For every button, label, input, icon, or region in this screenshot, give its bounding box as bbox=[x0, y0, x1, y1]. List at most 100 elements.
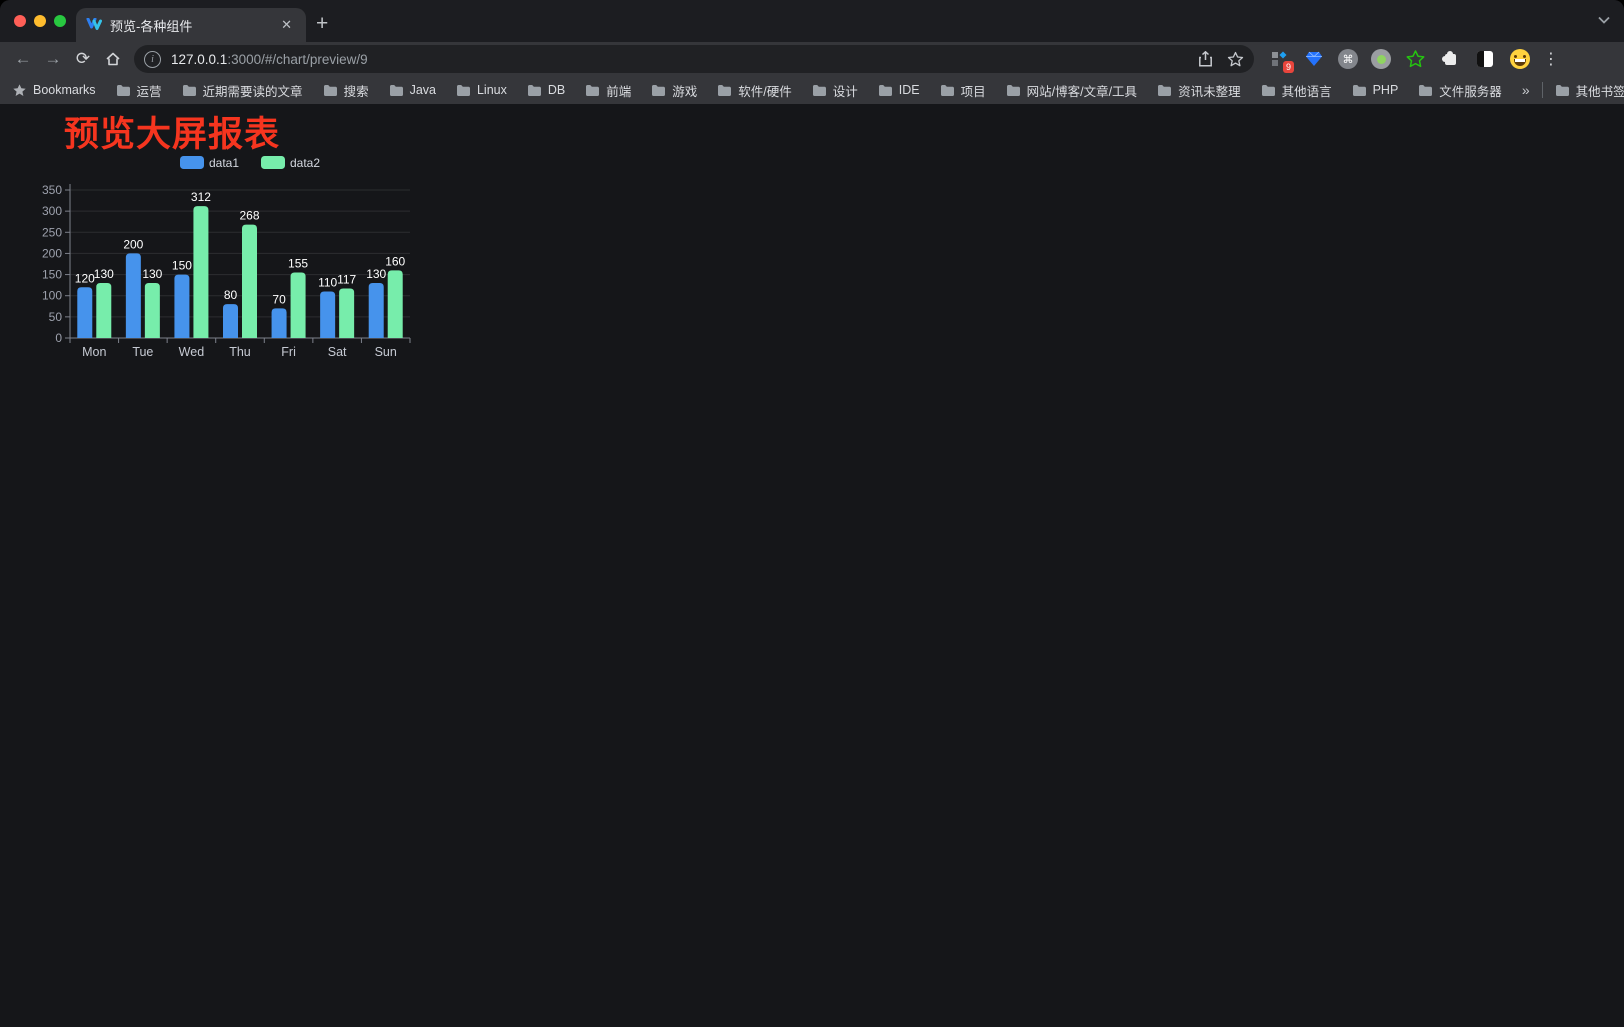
folder-icon bbox=[527, 84, 541, 96]
extension-darkmode-icon[interactable] bbox=[1474, 48, 1496, 70]
bookmark-folder-list: 运营 近期需要读的文章 搜索 Java Linux DB 前端 游戏 软件/硬件 设计 IDE 项目 网… bbox=[116, 81, 1502, 100]
svg-text:100: 100 bbox=[42, 289, 62, 303]
folder-icon bbox=[323, 84, 337, 96]
svg-text:312: 312 bbox=[191, 190, 211, 204]
bookmark-folder[interactable]: 其他语言 bbox=[1261, 81, 1332, 100]
extension-star-icon[interactable] bbox=[1404, 48, 1426, 70]
tab-search-chevron-icon[interactable] bbox=[1598, 16, 1610, 24]
svg-text:Wed: Wed bbox=[179, 345, 205, 359]
svg-text:130: 130 bbox=[142, 267, 162, 281]
bookmark-folder-label: 运营 bbox=[136, 84, 162, 99]
folder-icon bbox=[182, 84, 196, 96]
folder-icon bbox=[1006, 84, 1020, 96]
bookmark-folder[interactable]: Linux bbox=[456, 81, 507, 100]
svg-text:Sat: Sat bbox=[328, 345, 347, 359]
svg-text:Fri: Fri bbox=[281, 345, 296, 359]
bookmark-folder[interactable]: 搜索 bbox=[323, 81, 369, 100]
svg-text:Tue: Tue bbox=[132, 345, 153, 359]
extension-emoji-icon[interactable] bbox=[1509, 48, 1531, 70]
tab-title: 预览-各种组件 bbox=[110, 18, 193, 34]
bookmarks-root[interactable]: Bookmarks bbox=[12, 83, 96, 98]
legend-item-data2[interactable]: data2 bbox=[261, 156, 320, 170]
traffic-light-maximize[interactable] bbox=[54, 15, 66, 27]
bookmark-folder-label: IDE bbox=[898, 83, 920, 97]
svg-text:155: 155 bbox=[288, 256, 308, 270]
menu-icon[interactable]: ⋮ bbox=[1543, 51, 1559, 68]
other-bookmarks[interactable]: 其他书签 bbox=[1555, 81, 1624, 100]
bookmark-folder[interactable]: Java bbox=[389, 81, 436, 100]
browser-toolbar: ← → ⟳ i 127.0.0.1:3000/#/chart/preview/9… bbox=[0, 42, 1624, 76]
bookmark-folder[interactable]: IDE bbox=[878, 81, 920, 100]
bookmarks-label: Bookmarks bbox=[33, 83, 96, 97]
bookmark-folder[interactable]: 设计 bbox=[812, 81, 858, 100]
bookmark-folder-label: 软件/硬件 bbox=[738, 84, 792, 99]
bookmark-folder[interactable]: 前端 bbox=[585, 81, 631, 100]
extension-grid-icon[interactable]: 9 bbox=[1268, 48, 1294, 73]
bookmark-folder-label: 设计 bbox=[832, 84, 858, 99]
folder-icon bbox=[878, 84, 892, 96]
browser-tab[interactable]: 预览-各种组件 ✕ bbox=[76, 8, 306, 42]
traffic-light-minimize[interactable] bbox=[34, 15, 46, 27]
home-icon[interactable] bbox=[98, 51, 128, 67]
tab-strip: 预览-各种组件 ✕ + bbox=[0, 0, 1624, 42]
extensions-puzzle-icon[interactable] bbox=[1439, 48, 1461, 70]
bookmark-folder[interactable]: 运营 bbox=[116, 81, 162, 100]
bookmark-star-icon[interactable] bbox=[1227, 51, 1244, 68]
extension-gem-icon[interactable] bbox=[1303, 48, 1325, 70]
url-text[interactable]: 127.0.0.1:3000/#/chart/preview/9 bbox=[171, 51, 368, 67]
svg-text:data1: data1 bbox=[209, 156, 239, 170]
traffic-light-close[interactable] bbox=[14, 15, 26, 27]
page-title: 预览大屏报表 bbox=[64, 115, 281, 154]
svg-text:200: 200 bbox=[123, 237, 143, 251]
folder-icon bbox=[1555, 84, 1569, 96]
address-bar[interactable]: i 127.0.0.1:3000/#/chart/preview/9 bbox=[134, 45, 1254, 73]
svg-text:Mon: Mon bbox=[82, 345, 106, 359]
folder-icon bbox=[812, 84, 826, 96]
chart-canvas: 0 50 100 150 200 250 300 350 Mon Tue Wed Thu Fri Sat S… bbox=[42, 156, 411, 359]
bookmark-folder-label: 项目 bbox=[960, 84, 986, 99]
bookmark-folder[interactable]: 游戏 bbox=[651, 81, 697, 100]
bookmark-folder[interactable]: PHP bbox=[1352, 81, 1399, 100]
forward-icon[interactable]: → bbox=[44, 49, 62, 68]
share-icon[interactable] bbox=[1198, 51, 1213, 67]
bookmark-folder-label: DB bbox=[547, 83, 566, 97]
svg-text:110: 110 bbox=[318, 275, 337, 289]
svg-text:350: 350 bbox=[42, 183, 62, 197]
extension-badge: 9 bbox=[1282, 61, 1294, 73]
bookmarks-bar: Bookmarks 运营 近期需要读的文章 搜索 Java Linux DB 前端 游戏 软件/… bbox=[0, 76, 1624, 104]
svg-text:Sun: Sun bbox=[375, 345, 397, 359]
tab-close-icon[interactable]: ✕ bbox=[281, 17, 292, 32]
legend-item-data1[interactable]: data1 bbox=[180, 156, 239, 170]
svg-text:data2: data2 bbox=[290, 156, 320, 170]
back-icon[interactable]: ← bbox=[14, 49, 32, 68]
bookmark-folder-label: 其他语言 bbox=[1281, 84, 1332, 99]
bookmark-folder[interactable]: 软件/硬件 bbox=[717, 81, 792, 100]
bookmark-folder[interactable]: 资讯未整理 bbox=[1157, 81, 1241, 100]
svg-text:120: 120 bbox=[75, 271, 95, 285]
new-tab-button[interactable]: + bbox=[316, 12, 329, 35]
folder-icon bbox=[718, 84, 732, 96]
reload-icon[interactable]: ⟳ bbox=[75, 49, 91, 68]
extension-record-icon[interactable] bbox=[1371, 49, 1391, 69]
bookmark-folder[interactable]: 文件服务器 bbox=[1418, 81, 1502, 100]
bookmark-folder-label: 前端 bbox=[606, 84, 632, 99]
extension-command-icon[interactable]: ⌘ bbox=[1338, 49, 1358, 69]
folder-icon bbox=[1158, 84, 1172, 96]
folder-icon bbox=[1352, 84, 1366, 96]
tab-favicon bbox=[86, 17, 102, 30]
folder-icon bbox=[652, 84, 666, 96]
svg-text:Thu: Thu bbox=[229, 345, 251, 359]
bookmark-folder-label: 近期需要读的文章 bbox=[202, 84, 303, 99]
chart-grouped-bar: 0 50 100 150 200 250 300 350 Mon Tue Wed Thu Fri Sat S… bbox=[42, 146, 462, 360]
bookmark-folder[interactable]: 近期需要读的文章 bbox=[182, 81, 303, 100]
bookmark-folder[interactable]: 网站/博客/文章/工具 bbox=[1006, 81, 1137, 100]
bookmark-folder[interactable]: DB bbox=[527, 81, 565, 100]
bookmarks-overflow-chevron[interactable]: » bbox=[1521, 82, 1530, 98]
bookmarks-divider bbox=[1541, 82, 1543, 98]
bookmark-folder-label: PHP bbox=[1372, 83, 1399, 97]
bookmark-folder-label: Java bbox=[409, 83, 436, 97]
folder-icon bbox=[586, 84, 600, 96]
site-info-icon[interactable]: i bbox=[144, 50, 161, 68]
bookmark-folder[interactable]: 项目 bbox=[940, 81, 986, 100]
folder-icon bbox=[1419, 84, 1433, 96]
